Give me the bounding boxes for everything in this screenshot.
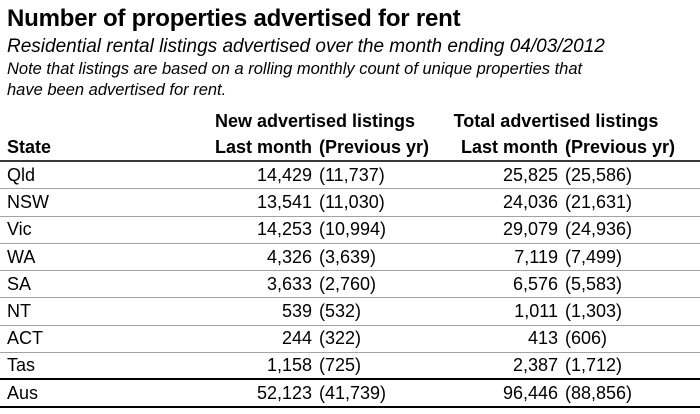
state-cell: Vic bbox=[7, 219, 32, 240]
new-previous-yr-cell: (41,739) bbox=[319, 382, 387, 403]
new-last-month-header: Last month bbox=[215, 137, 312, 157]
note-line-1: Note that listings are based on a rollin… bbox=[7, 60, 583, 78]
total-last-month-cell: 29,079 bbox=[502, 219, 558, 240]
total-previous-yr-cell: (24,936) bbox=[565, 219, 633, 240]
new-last-month-cell: 539 bbox=[281, 301, 312, 322]
column-group-total-listings: Total advertised listings bbox=[453, 111, 659, 131]
table-row: NT 539 (532) 1,011 (1,303) bbox=[0, 298, 700, 326]
column-group-new-listings: New advertised listings bbox=[214, 111, 416, 131]
table-row: WA 4,326 (3,639) 7,119 (7,499) bbox=[0, 244, 700, 272]
state-cell: Aus bbox=[7, 382, 39, 403]
listings-table: New advertised listings Total advertised… bbox=[0, 108, 700, 408]
total-previous-yr-cell: (606) bbox=[565, 328, 608, 349]
column-header-row: State Last month (Previous yr) Last mont… bbox=[0, 135, 700, 162]
total-previous-yr-cell: (7,499) bbox=[565, 246, 623, 267]
table-row: NSW 13,541 (11,030) 24,036 (21,631) bbox=[0, 189, 700, 217]
total-previous-yr-cell: (88,856) bbox=[565, 382, 633, 403]
state-cell: Tas bbox=[7, 355, 36, 376]
note: Note that listings are based on a rollin… bbox=[7, 59, 700, 101]
total-previous-yr-cell: (5,583) bbox=[565, 273, 623, 294]
total-last-month-header: Last month bbox=[461, 137, 558, 157]
new-previous-yr-cell: (2,760) bbox=[319, 273, 377, 294]
state-cell: Qld bbox=[7, 164, 36, 185]
subtitle: Residential rental listings advertised o… bbox=[7, 36, 605, 57]
new-last-month-cell: 3,633 bbox=[266, 273, 312, 294]
state-cell: WA bbox=[7, 246, 36, 267]
new-last-month-cell: 52,123 bbox=[256, 382, 312, 403]
total-previous-yr-header: (Previous yr) bbox=[565, 137, 676, 157]
new-previous-yr-cell: (3,639) bbox=[319, 246, 377, 267]
note-line-2: have been advertised for rent. bbox=[7, 81, 227, 99]
state-cell: SA bbox=[7, 273, 32, 294]
total-previous-yr-cell: (25,586) bbox=[565, 164, 633, 185]
total-last-month-cell: 25,825 bbox=[502, 164, 558, 185]
table-row-total: Aus 52,123 (41,739) 96,446 (88,856) bbox=[0, 380, 700, 408]
table-row: Tas 1,158 (725) 2,387 (1,712) bbox=[0, 353, 700, 381]
total-previous-yr-cell: (1,303) bbox=[565, 301, 623, 322]
column-group-header-row: New advertised listings Total advertised… bbox=[0, 108, 700, 135]
state-cell: ACT bbox=[7, 328, 43, 349]
total-previous-yr-cell: (21,631) bbox=[565, 191, 633, 212]
total-previous-yr-cell: (1,712) bbox=[565, 355, 623, 376]
state-cell: NT bbox=[7, 301, 31, 322]
table-row: Vic 14,253 (10,994) 29,079 (24,936) bbox=[0, 217, 700, 244]
table-row: Qld 14,429 (11,737) 25,825 (25,586) bbox=[0, 162, 700, 190]
state-cell: NSW bbox=[7, 191, 49, 212]
new-last-month-cell: 244 bbox=[281, 328, 312, 349]
new-last-month-cell: 14,253 bbox=[256, 219, 312, 240]
total-last-month-cell: 6,576 bbox=[512, 273, 558, 294]
new-previous-yr-header: (Previous yr) bbox=[319, 137, 430, 157]
new-previous-yr-cell: (532) bbox=[319, 301, 362, 322]
new-last-month-cell: 4,326 bbox=[266, 246, 312, 267]
state-column-header: State bbox=[7, 137, 52, 157]
total-last-month-cell: 2,387 bbox=[512, 355, 558, 376]
page-title: Number of properties advertised for rent bbox=[7, 5, 461, 32]
new-last-month-cell: 14,429 bbox=[256, 164, 312, 185]
new-last-month-cell: 1,158 bbox=[266, 355, 312, 376]
table-row: ACT 244 (322) 413 (606) bbox=[0, 326, 700, 354]
total-last-month-cell: 1,011 bbox=[514, 301, 558, 322]
new-last-month-cell: 13,541 bbox=[256, 191, 312, 212]
document-header: Number of properties advertised for rent… bbox=[0, 0, 700, 101]
new-previous-yr-cell: (322) bbox=[319, 328, 362, 349]
new-previous-yr-cell: (725) bbox=[319, 355, 362, 376]
new-previous-yr-cell: (11,030) bbox=[319, 191, 385, 212]
new-previous-yr-cell: (11,737) bbox=[319, 164, 385, 185]
new-previous-yr-cell: (10,994) bbox=[319, 219, 387, 240]
total-last-month-cell: 413 bbox=[527, 328, 558, 349]
table-row: SA 3,633 (2,760) 6,576 (5,583) bbox=[0, 271, 700, 299]
total-last-month-cell: 24,036 bbox=[502, 191, 558, 212]
total-last-month-cell: 7,119 bbox=[514, 246, 558, 267]
total-last-month-cell: 96,446 bbox=[502, 382, 558, 403]
